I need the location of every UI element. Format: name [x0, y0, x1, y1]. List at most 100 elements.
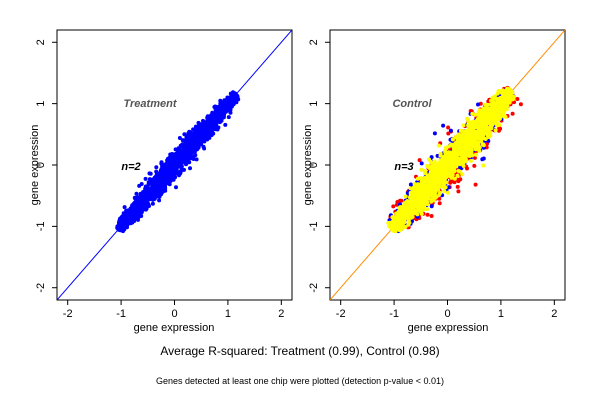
x-tick-label: -1: [389, 308, 399, 320]
panel-label: Treatment: [124, 98, 178, 110]
data-point: [158, 183, 163, 188]
data-point: [430, 167, 435, 172]
data-point: [397, 206, 402, 210]
data-point: [403, 205, 408, 209]
data-point: [164, 177, 169, 181]
data-point: [226, 115, 231, 120]
data-point: [477, 108, 482, 113]
data-point: [429, 204, 434, 209]
y-tick-label: -1: [35, 221, 47, 231]
data-point: [139, 198, 144, 203]
data-point: [143, 176, 148, 181]
data-point: [412, 199, 417, 204]
data-point: [203, 133, 208, 138]
data-point: [168, 156, 173, 161]
data-point: [141, 191, 146, 196]
data-point: [499, 109, 504, 114]
data-point: [229, 102, 234, 107]
data-point: [143, 200, 148, 205]
data-point: [472, 163, 477, 168]
data-point: [474, 152, 478, 157]
data-point: [179, 154, 184, 159]
data-point: [469, 148, 474, 153]
data-point: [234, 100, 239, 105]
data-point: [394, 202, 399, 207]
data-point: [205, 119, 210, 124]
data-point: [446, 125, 451, 130]
data-point: [449, 179, 454, 184]
data-point: [461, 163, 466, 168]
data-point: [467, 154, 472, 158]
data-point: [179, 164, 184, 169]
data-point: [474, 131, 479, 136]
data-point: [229, 99, 234, 104]
data-point: [191, 134, 196, 139]
data-point: [421, 180, 426, 185]
data-point: [411, 187, 416, 192]
data-point: [489, 126, 494, 131]
data-point: [443, 185, 448, 190]
y-tick-label: 1: [35, 101, 47, 107]
data-point: [465, 166, 469, 171]
y-tick-label: -2: [35, 283, 47, 293]
x-axis-ticks: -2 -1 0 1 2: [336, 300, 557, 320]
data-point: [392, 215, 397, 220]
data-point: [188, 166, 192, 171]
data-point: [461, 123, 466, 128]
data-point: [490, 107, 495, 112]
data-point: [133, 211, 138, 216]
data-point: [485, 107, 490, 111]
data-point: [155, 176, 160, 181]
data-point: [148, 181, 153, 185]
data-point: [403, 213, 408, 218]
data-point: [466, 123, 471, 128]
data-point: [213, 105, 218, 110]
data-point: [118, 219, 123, 224]
data-point: [495, 123, 500, 128]
data-point: [504, 101, 509, 106]
data-point: [495, 96, 500, 101]
data-point: [462, 155, 467, 159]
x-axis-ticks: -2 -1 0 1 2: [63, 300, 284, 320]
data-point: [204, 123, 209, 128]
data-point: [151, 177, 156, 182]
data-point: [213, 109, 218, 114]
data-point: [180, 148, 185, 153]
x-tick-label: 2: [278, 308, 284, 320]
data-point: [148, 171, 153, 176]
y-tick-label: 0: [308, 162, 320, 168]
data-point: [476, 121, 481, 126]
data-point: [482, 131, 487, 136]
data-point: [210, 111, 215, 116]
data-point: [445, 151, 450, 156]
data-point: [490, 104, 495, 109]
data-point: [457, 169, 462, 174]
data-point: [169, 172, 173, 177]
data-point: [173, 161, 177, 165]
data-point: [472, 125, 477, 130]
data-point: [476, 117, 480, 121]
data-point: [426, 195, 430, 200]
data-point: [386, 221, 391, 225]
data-point: [449, 175, 454, 180]
data-point: [458, 160, 463, 165]
data-point: [473, 112, 478, 117]
data-point: [510, 111, 515, 116]
scatter-points: [115, 90, 241, 234]
data-point: [161, 162, 166, 167]
data-point: [195, 139, 200, 144]
data-point: [154, 165, 159, 170]
data-point: [150, 201, 155, 206]
data-point: [199, 142, 204, 146]
data-point: [419, 202, 424, 206]
data-point: [222, 100, 227, 105]
data-point: [139, 205, 144, 210]
data-point: [472, 155, 477, 160]
data-point: [506, 97, 511, 102]
data-point: [442, 177, 447, 182]
data-point: [435, 153, 440, 158]
y-tick-label: -2: [308, 283, 320, 293]
data-point: [411, 194, 416, 199]
data-point: [429, 155, 434, 160]
data-point: [479, 139, 484, 144]
